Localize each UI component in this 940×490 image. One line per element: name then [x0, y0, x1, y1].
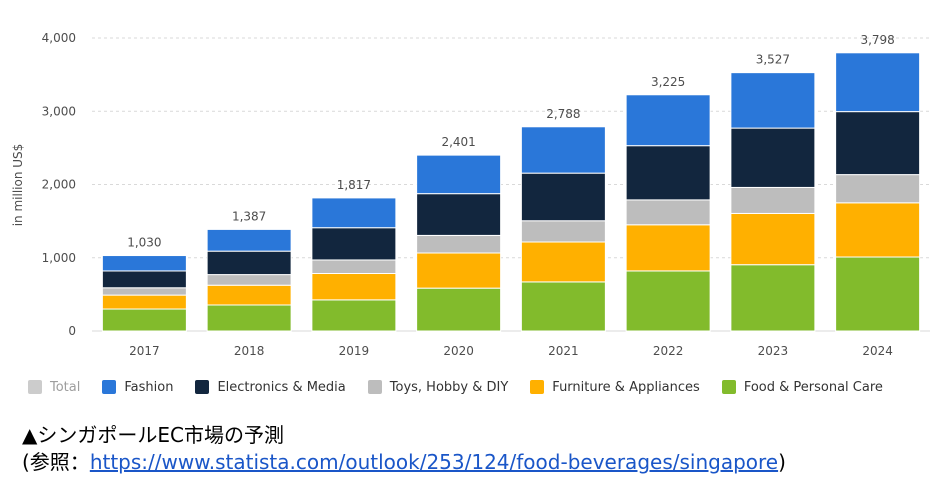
total-label: 3,798 — [860, 33, 894, 47]
bar-segment — [416, 234, 502, 254]
legend-swatch — [195, 380, 210, 394]
total-label: 3,527 — [756, 53, 790, 67]
caption-ref-suffix: ) — [778, 450, 786, 474]
legend-label: Furniture & Appliances — [552, 379, 700, 395]
bar-segment — [101, 287, 187, 296]
x-tick-label: 2018 — [234, 344, 265, 358]
bar-segment — [416, 193, 502, 236]
bar-segment — [520, 241, 606, 283]
y-tick-label: 3,000 — [42, 104, 76, 118]
total-label: 2,401 — [441, 135, 475, 149]
total-labels: 1,030 1,387 1,817 2,401 2,788 3,225 3,527 3,798 — [127, 33, 895, 250]
bar-segment — [730, 186, 816, 214]
bar-segment — [101, 294, 187, 310]
legend-label: Fashion — [124, 379, 174, 395]
legend-swatch — [721, 380, 736, 394]
bar-segment — [730, 264, 816, 332]
bar-segment — [206, 284, 292, 306]
total-label: 1,817 — [337, 178, 371, 192]
legend-swatch — [367, 380, 382, 394]
legend-item[interactable]: Total — [28, 380, 80, 395]
legend-label: Electronics & Media — [217, 379, 346, 395]
legend-swatch — [530, 380, 545, 394]
bar-segment — [835, 111, 921, 176]
bar-segment — [416, 287, 502, 332]
bar-segment — [416, 154, 502, 195]
legend: Total Fashion Electronics & Media Toys, Hob… — [28, 378, 905, 396]
bar-segment — [625, 145, 711, 201]
bar-segment — [311, 197, 397, 229]
y-tick-label: 0 — [68, 324, 76, 338]
bar-segment — [101, 270, 187, 289]
bar-segment — [520, 281, 606, 332]
x-tick-label: 2021 — [548, 344, 579, 358]
legend-swatch — [102, 380, 117, 394]
bar-segment — [835, 202, 921, 258]
bar-segment — [835, 256, 921, 332]
total-label: 1,030 — [127, 236, 161, 250]
bar-segment — [416, 252, 502, 289]
legend-label: Total — [50, 379, 81, 395]
stacked-bar-chart: 0 1,000 2,000 3,000 4,000 in million US$ 1,0… — [11, 31, 930, 358]
y-tick-label: 4,000 — [42, 31, 76, 45]
bar-segment — [101, 255, 187, 272]
x-tick-label: 2019 — [339, 344, 370, 358]
y-axis-ticks: 0 1,000 2,000 3,000 4,000 — [42, 31, 76, 338]
bar-segment — [311, 299, 397, 332]
bar-segment — [311, 259, 397, 274]
total-label: 3,225 — [651, 75, 685, 89]
legend-item[interactable]: Electronics & Media — [195, 379, 346, 395]
legend-item[interactable]: Furniture & Appliances — [530, 380, 700, 395]
legend-label: Toys, Hobby & DIY — [389, 379, 509, 395]
caption-ref-prefix: (参照： — [22, 450, 90, 474]
legend-swatch — [28, 380, 42, 394]
legend-item[interactable]: Toys, Hobby & DIY — [367, 379, 509, 395]
bar-segment — [206, 228, 292, 252]
x-tick-label: 2024 — [862, 344, 893, 358]
bar-segment — [625, 94, 711, 147]
caption-title: ▲シンガポールEC市場の予測 — [22, 423, 284, 447]
x-tick-label: 2023 — [758, 344, 789, 358]
bars — [101, 52, 921, 332]
bar-segment — [730, 72, 816, 129]
reference-link[interactable]: https://www.statista.com/outlook/253/124… — [89, 450, 779, 474]
bar-segment — [520, 220, 606, 243]
y-tick-label: 1,000 — [42, 251, 76, 265]
x-tick-label: 2017 — [129, 344, 160, 358]
bar-segment — [625, 270, 711, 332]
bar-segment — [101, 308, 187, 332]
bar-segment — [206, 250, 292, 276]
bar-segment — [835, 52, 921, 113]
legend-label: Food & Personal Care — [743, 379, 883, 395]
bar-segment — [311, 227, 397, 261]
bar-segment — [520, 172, 606, 222]
x-axis-ticks: 2017 2018 2019 2020 2021 2022 2023 2024 — [129, 344, 893, 358]
total-label: 2,788 — [546, 107, 580, 121]
y-axis-label: in million US$ — [11, 144, 25, 227]
legend-item[interactable]: Fashion — [102, 380, 173, 395]
bar-segment — [835, 174, 921, 204]
bar-segment — [206, 304, 292, 332]
bar-segment — [625, 199, 711, 226]
total-label: 1,387 — [232, 209, 266, 223]
x-tick-label: 2022 — [653, 344, 684, 358]
bar-segment — [520, 126, 606, 174]
bar-segment — [730, 212, 816, 266]
bar-segment — [311, 272, 397, 301]
caption-reference: (参照：https://www.statista.com/outlook/253… — [22, 449, 786, 476]
caption: ▲シンガポールEC市場の予測 (参照：https://www.statista.… — [22, 422, 786, 476]
legend-item[interactable]: Food & Personal Care — [721, 379, 883, 395]
y-tick-label: 2,000 — [42, 178, 76, 192]
bar-segment — [625, 224, 711, 272]
bar-segment — [206, 274, 292, 286]
x-tick-label: 2020 — [443, 344, 474, 358]
bar-segment — [730, 127, 816, 188]
